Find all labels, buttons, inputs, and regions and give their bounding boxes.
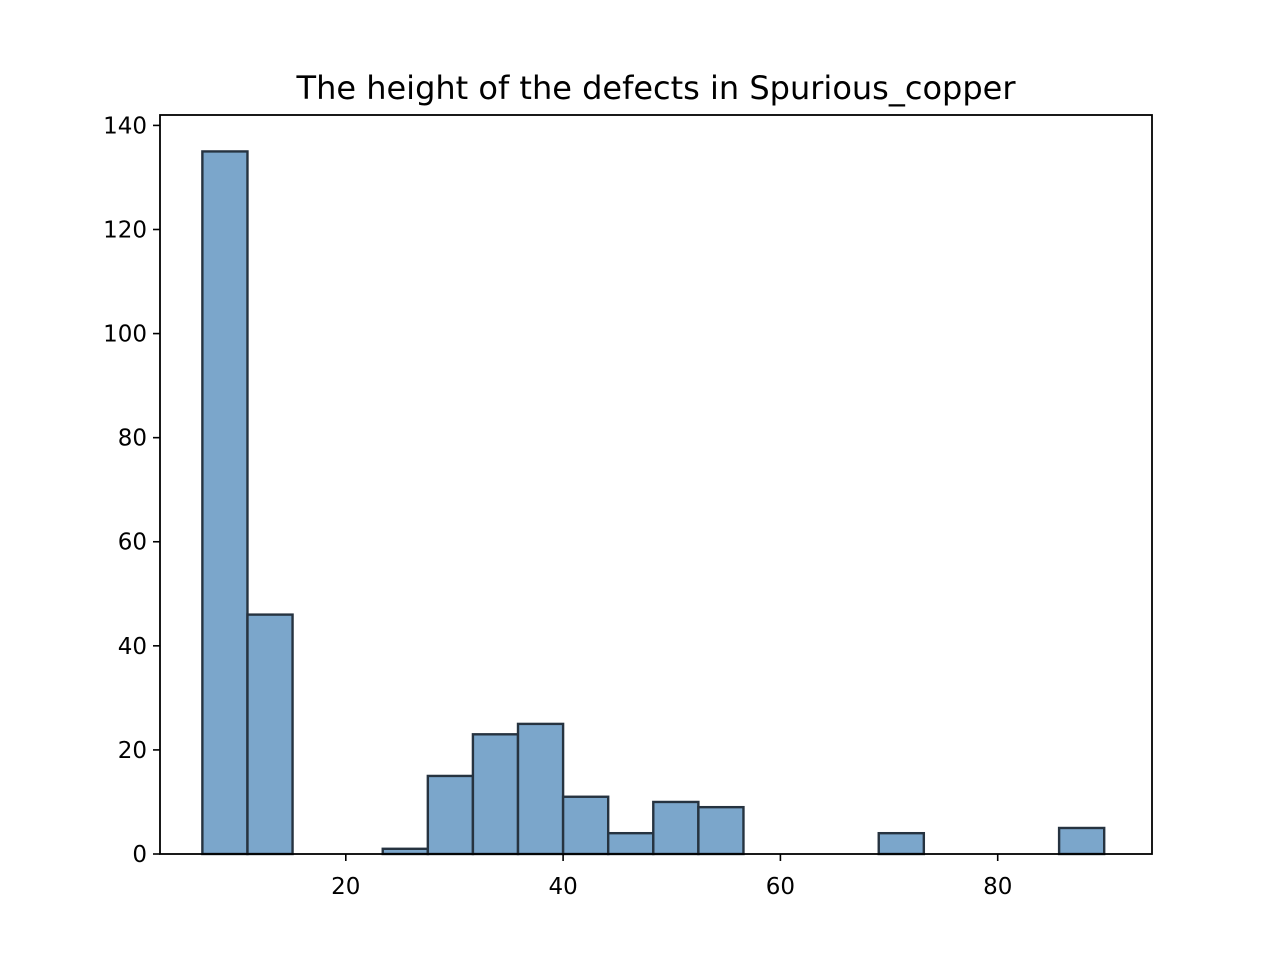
- chart-title: The height of the defects in Spurious_co…: [296, 69, 1017, 107]
- y-tick-label: 0: [132, 842, 147, 868]
- y-tick-label: 140: [103, 113, 147, 139]
- histogram-bar: [606, 831, 655, 856]
- y-axis: 0 20 40 60 80 100 120 140: [103, 113, 160, 868]
- histogram-bar: [246, 613, 294, 856]
- y-tick-label: 20: [118, 738, 147, 764]
- histogram-bar: [201, 150, 249, 856]
- histogram-bar: [561, 795, 610, 856]
- histogram-bar: [697, 805, 745, 856]
- y-tick-label: 80: [118, 426, 147, 452]
- x-tick-label: 40: [548, 874, 577, 900]
- histogram-bar: [1057, 826, 1106, 856]
- y-tick-label: 100: [103, 322, 147, 348]
- x-tick-label: 60: [766, 874, 795, 900]
- histogram-bar: [652, 800, 700, 856]
- y-tick-label: 40: [118, 634, 147, 660]
- y-tick-label: 60: [118, 530, 147, 556]
- histogram-bar: [516, 722, 565, 856]
- x-tick-label: 20: [331, 874, 360, 900]
- histogram-bar: [471, 733, 520, 856]
- x-axis: 20 40 60 80: [331, 854, 1012, 900]
- x-tick-label: 80: [983, 874, 1012, 900]
- histogram-bar: [877, 831, 926, 856]
- plot-frame: [159, 114, 1153, 855]
- bars-group: [201, 150, 1106, 856]
- y-tick-label: 120: [103, 217, 147, 243]
- histogram-bar: [426, 774, 475, 856]
